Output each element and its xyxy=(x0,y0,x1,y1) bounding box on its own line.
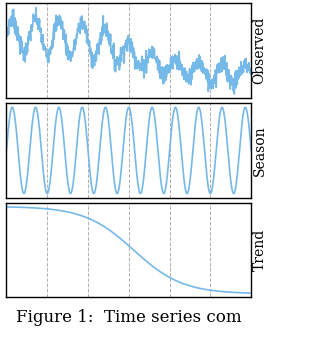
Y-axis label: Trend: Trend xyxy=(252,229,267,271)
Y-axis label: Observed: Observed xyxy=(252,17,267,84)
Text: Figure 1:  Time series com: Figure 1: Time series com xyxy=(16,309,241,326)
Y-axis label: Season: Season xyxy=(252,125,267,176)
